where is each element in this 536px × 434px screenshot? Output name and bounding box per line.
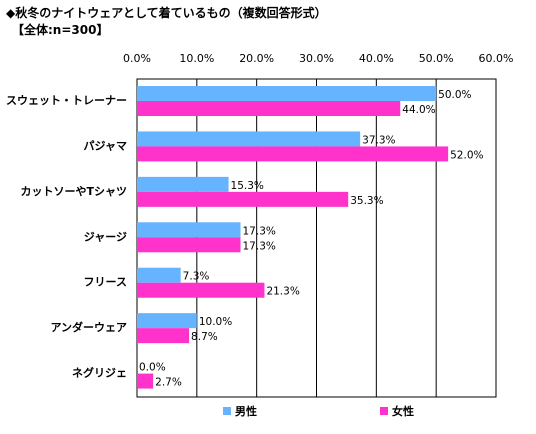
bar-male [137,267,181,283]
data-label: 50.0% [438,89,471,101]
data-label: 2.7% [155,377,182,389]
bar-male [137,86,437,101]
chart-title: ◆秋冬のナイトウェアとして着ているもの（複数回答形式） [6,6,327,20]
x-tick-label: 40.0% [359,52,394,65]
bar-male [137,222,241,238]
data-label: 52.0% [450,149,483,161]
data-label: 15.3% [231,180,264,192]
x-tick-label: 20.0% [239,52,274,65]
category-label: ジャージ [84,230,127,243]
data-label: 7.3% [183,271,210,283]
bar-female [137,328,190,344]
category-label: アンダーウェア [50,320,127,334]
bar-female [137,373,154,389]
bar-female [137,191,349,207]
x-tick-label: 10.0% [179,52,214,65]
bar-female [137,237,241,253]
x-tick-label: 30.0% [299,52,334,65]
category-label: フリース [84,276,127,289]
legend-swatch [380,407,388,415]
chart-subtitle: 【全体:n=300】 [12,23,109,37]
category-label: スウェット・トレーナー [6,94,127,107]
data-label: 17.3% [243,240,276,252]
bar-male [137,313,197,329]
x-tick-label: 0.0% [123,52,151,65]
x-tick-label: 50.0% [419,52,454,65]
data-label: 44.0% [402,104,435,116]
bar-male [137,176,229,192]
bar-female [137,101,401,116]
bar-female [137,282,265,298]
data-label: 10.0% [199,316,232,328]
legend-swatch [223,407,231,415]
bar-male [137,131,361,147]
legend-label: 男性 [235,404,257,418]
data-label: 37.3% [362,134,395,146]
data-label: 0.0% [139,362,166,374]
category-label: カットソーやTシャツ [20,185,127,198]
data-label: 35.3% [350,195,383,207]
x-tick-label: 60.0% [479,52,514,65]
category-label: ネグリジェ [72,366,127,380]
data-label: 17.3% [243,225,276,237]
data-label: 21.3% [266,286,299,298]
category-label: パジャマ [84,139,127,152]
bar-female [137,146,449,162]
data-label: 8.7% [191,331,218,343]
legend-label: 女性 [392,404,414,418]
